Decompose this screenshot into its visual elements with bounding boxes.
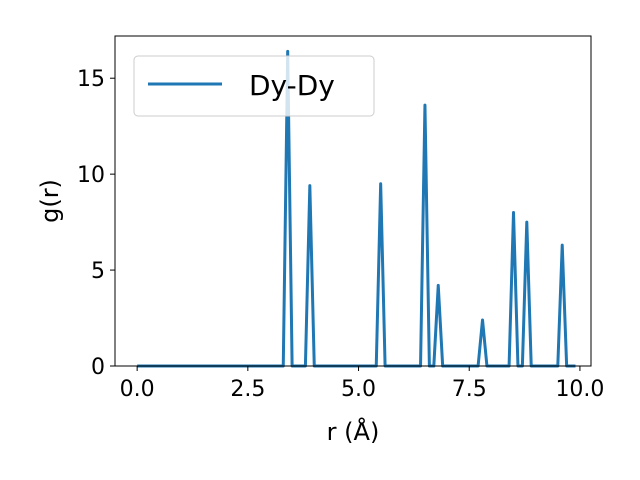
y-axis: 0 5 10 15 — [77, 67, 115, 380]
x-tick-label: 7.5 — [452, 377, 487, 402]
x-tick-label: 10.0 — [555, 377, 604, 402]
series-layer — [137, 49, 576, 368]
y-axis-label: g(r) — [36, 179, 64, 223]
legend-box — [133, 55, 375, 117]
series-line-dy-dy — [137, 49, 576, 368]
plot-frame — [114, 35, 592, 367]
legend-label-dy-dy: Dy-Dy — [249, 69, 335, 102]
x-tick-label: 5.0 — [341, 377, 376, 402]
legend: Dy-Dy — [133, 55, 375, 117]
x-tick-label: 2.5 — [230, 377, 265, 402]
x-tick-label: 0.0 — [120, 377, 155, 402]
x-axis: 0.0 2.5 5.0 7.5 10.0 — [120, 366, 604, 402]
x-axis-label: r (Å) — [327, 417, 380, 446]
y-tick-label: 5 — [91, 259, 105, 284]
y-tick-label: 15 — [77, 67, 105, 92]
y-tick-label: 10 — [77, 163, 105, 188]
y-tick-label: 0 — [91, 355, 105, 380]
